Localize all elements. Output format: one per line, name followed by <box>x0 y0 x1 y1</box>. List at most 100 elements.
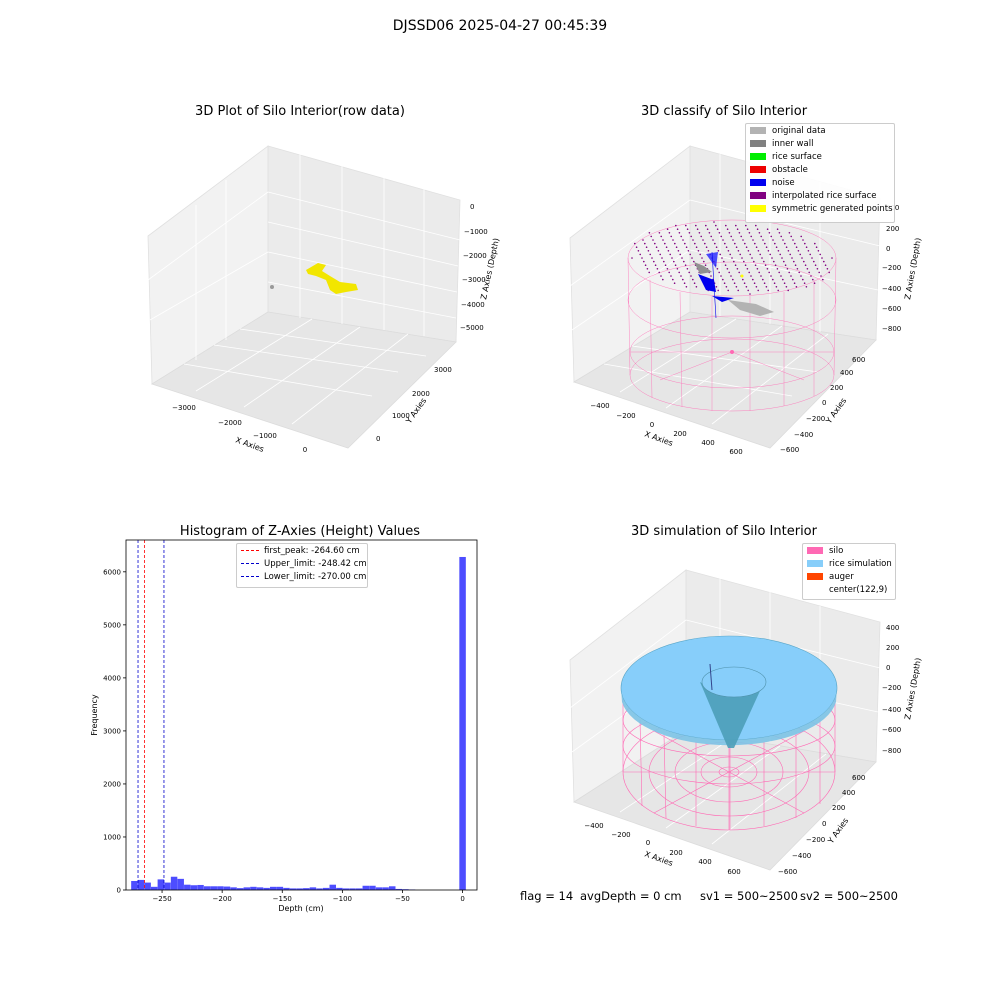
interpolated-point <box>697 250 700 252</box>
interpolated-point <box>824 264 827 267</box>
panel4-title: 3D simulation of Silo Interior <box>631 524 817 539</box>
histogram-frame <box>125 539 478 891</box>
histogram-y-label: Frequency <box>90 694 99 736</box>
interpolated-point <box>740 235 742 238</box>
simulation-legend-label: center(122,9) <box>829 584 888 595</box>
sv1-text: sv1 = 500~2500 <box>700 889 798 903</box>
histogram-y-tick-label: 1000 <box>103 833 121 841</box>
svg-text:200: 200 <box>669 849 682 857</box>
histogram-legend-swatch <box>241 550 259 551</box>
histogram-bar <box>395 888 403 890</box>
histogram-bar <box>230 887 237 890</box>
histogram-bar <box>336 887 343 890</box>
interpolated-point <box>814 242 816 245</box>
interpolated-point <box>646 268 649 270</box>
interpolated-point <box>698 232 701 234</box>
interpolated-point <box>721 257 723 259</box>
interpolated-point <box>728 271 730 274</box>
classify-gridlines <box>569 154 881 425</box>
interpolated-point <box>663 260 665 263</box>
interpolated-point <box>674 264 677 267</box>
interpolated-point <box>641 257 643 259</box>
interpolated-point <box>717 250 720 252</box>
interpolated-point <box>744 242 746 245</box>
interpolated-point <box>694 242 696 245</box>
svg-text:−3000: −3000 <box>172 404 196 412</box>
svg-text:−400: −400 <box>792 852 811 860</box>
interpolated-point <box>718 232 721 234</box>
interpolated-point <box>710 235 712 238</box>
classify-legend-swatch <box>750 153 766 160</box>
histogram-x-tick-label: −200 <box>213 895 232 903</box>
svg-text:0: 0 <box>303 446 307 454</box>
histogram-bar <box>375 887 383 890</box>
histogram-bar <box>322 887 330 890</box>
interpolated-point <box>763 260 765 263</box>
interpolated-point <box>763 282 766 285</box>
interpolated-point <box>664 242 666 245</box>
interpolated-point <box>754 264 757 267</box>
interpolated-point <box>690 235 692 238</box>
histogram-x-tick-label: 0 <box>460 895 464 903</box>
interpolated-point <box>776 228 779 230</box>
interpolated-point <box>634 242 636 245</box>
svg-text:200: 200 <box>886 644 899 652</box>
svg-text:−400: −400 <box>882 706 901 714</box>
histogram-x-tick-label: −150 <box>273 895 292 903</box>
histogram-bar <box>369 885 376 890</box>
interpolated-point <box>631 257 633 259</box>
svg-text:−1000: −1000 <box>253 432 277 440</box>
svg-text:0: 0 <box>470 203 474 211</box>
interpolated-point <box>767 250 770 252</box>
interpolated-point <box>658 271 660 274</box>
interpolated-point <box>720 235 722 238</box>
interpolated-point <box>770 235 772 238</box>
svg-text:−400: −400 <box>590 402 609 410</box>
classify-legend-item: obstacle <box>746 163 894 176</box>
interpolated-point <box>720 275 722 277</box>
interpolated-point <box>762 239 764 241</box>
histogram-bar <box>355 888 363 890</box>
svg-text:3000: 3000 <box>434 366 452 374</box>
interpolated-point <box>753 260 755 263</box>
interpolated-point <box>673 260 675 263</box>
interpolated-point <box>735 246 738 248</box>
histogram-legend-label: Lower_limit: -270.00 cm <box>264 571 367 582</box>
interpolated-point <box>814 264 817 267</box>
interpolated-point <box>790 235 792 238</box>
interpolated-point <box>787 250 790 252</box>
svg-text:−600: −600 <box>780 446 799 454</box>
interpolated-point <box>692 278 694 281</box>
interpolated-point <box>764 242 766 245</box>
interpolated-point <box>743 260 745 263</box>
interpolated-point <box>730 235 732 238</box>
interpolated-point <box>777 250 780 252</box>
interpolated-point <box>722 278 724 281</box>
interpolated-point <box>792 239 794 241</box>
simulation-legend-item: rice simulation <box>803 557 895 570</box>
interpolated-point <box>716 228 719 230</box>
svg-text:−200: −200 <box>882 684 901 692</box>
interpolated-point <box>680 235 682 238</box>
histogram-legend-item: Lower_limit: -270.00 cm <box>237 570 367 583</box>
interpolated-point <box>818 271 820 274</box>
interpolated-point <box>661 257 663 259</box>
interpolated-point <box>731 257 733 259</box>
simulation-y-label: Y Axies <box>826 816 851 846</box>
interpolated-point <box>777 289 779 292</box>
interpolated-point <box>703 260 705 263</box>
interpolated-point <box>745 224 747 227</box>
interpolated-point <box>821 257 823 259</box>
interpolated-point <box>769 253 771 256</box>
panel1-title: 3D Plot of Silo Interior(row data) <box>195 104 405 119</box>
histogram-bar <box>190 885 198 890</box>
interpolated-point <box>744 264 747 267</box>
simulation-legend-item: center(122,9) <box>803 583 895 596</box>
interpolated-point <box>657 250 660 252</box>
histogram-bar <box>184 884 191 890</box>
interpolated-point <box>675 246 678 248</box>
interpolated-point <box>701 257 703 259</box>
interpolated-point <box>813 260 815 263</box>
svg-text:2000: 2000 <box>412 390 430 398</box>
